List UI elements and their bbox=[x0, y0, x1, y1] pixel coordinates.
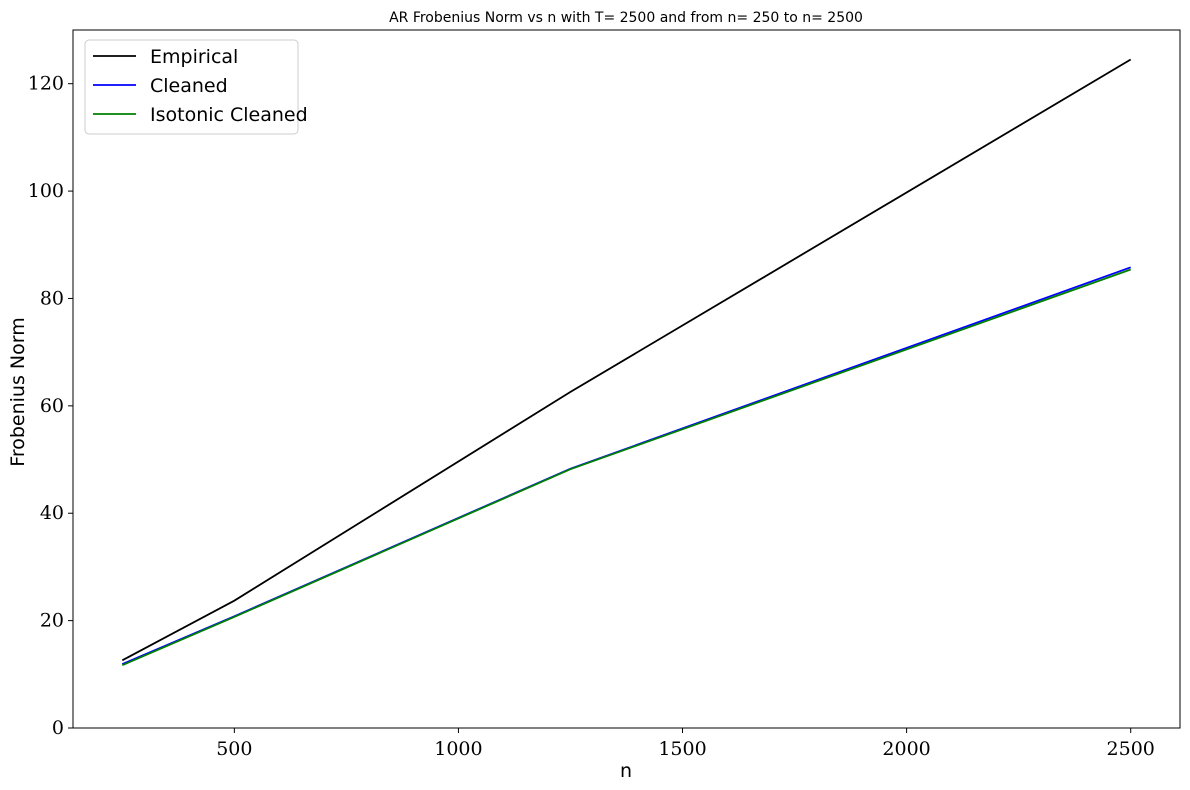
x-tick-label: 2500 bbox=[1107, 738, 1155, 760]
y-tick-label: 60 bbox=[40, 395, 64, 417]
legend-box bbox=[84, 39, 299, 135]
series-line-2 bbox=[121, 268, 1132, 667]
series-line-1 bbox=[121, 266, 1132, 665]
x-tick-label: 500 bbox=[216, 738, 252, 760]
plot-frame bbox=[72, 29, 1181, 729]
y-axis-ticks: 0 20 40 60 80 100 120 bbox=[28, 73, 73, 739]
y-tick-label: 20 bbox=[40, 610, 64, 632]
plot-lines bbox=[121, 58, 1132, 667]
y-tick-label: 40 bbox=[40, 502, 64, 524]
legend-label-1: Cleaned bbox=[150, 75, 228, 97]
y-tick-label: 100 bbox=[28, 180, 64, 202]
chart-title: AR Frobenius Norm vs n with T= 2500 and … bbox=[389, 10, 863, 26]
x-axis-label: n bbox=[620, 760, 632, 782]
legend-label-0: Empirical bbox=[150, 46, 238, 68]
y-tick-label: 120 bbox=[28, 73, 64, 95]
legend: Empirical Cleaned Isotonic Cleaned bbox=[84, 39, 308, 135]
series-line-0 bbox=[121, 58, 1132, 662]
x-tick-label: 1500 bbox=[658, 738, 706, 760]
x-axis-ticks: 500 1000 1500 2000 2500 bbox=[216, 728, 1155, 760]
y-axis-label: Frobenius Norm bbox=[7, 317, 29, 466]
x-tick-label: 1000 bbox=[434, 738, 482, 760]
x-tick-label: 2000 bbox=[882, 738, 930, 760]
y-tick-label: 0 bbox=[52, 717, 64, 739]
y-tick-label: 80 bbox=[40, 287, 64, 309]
legend-label-2: Isotonic Cleaned bbox=[150, 104, 308, 126]
